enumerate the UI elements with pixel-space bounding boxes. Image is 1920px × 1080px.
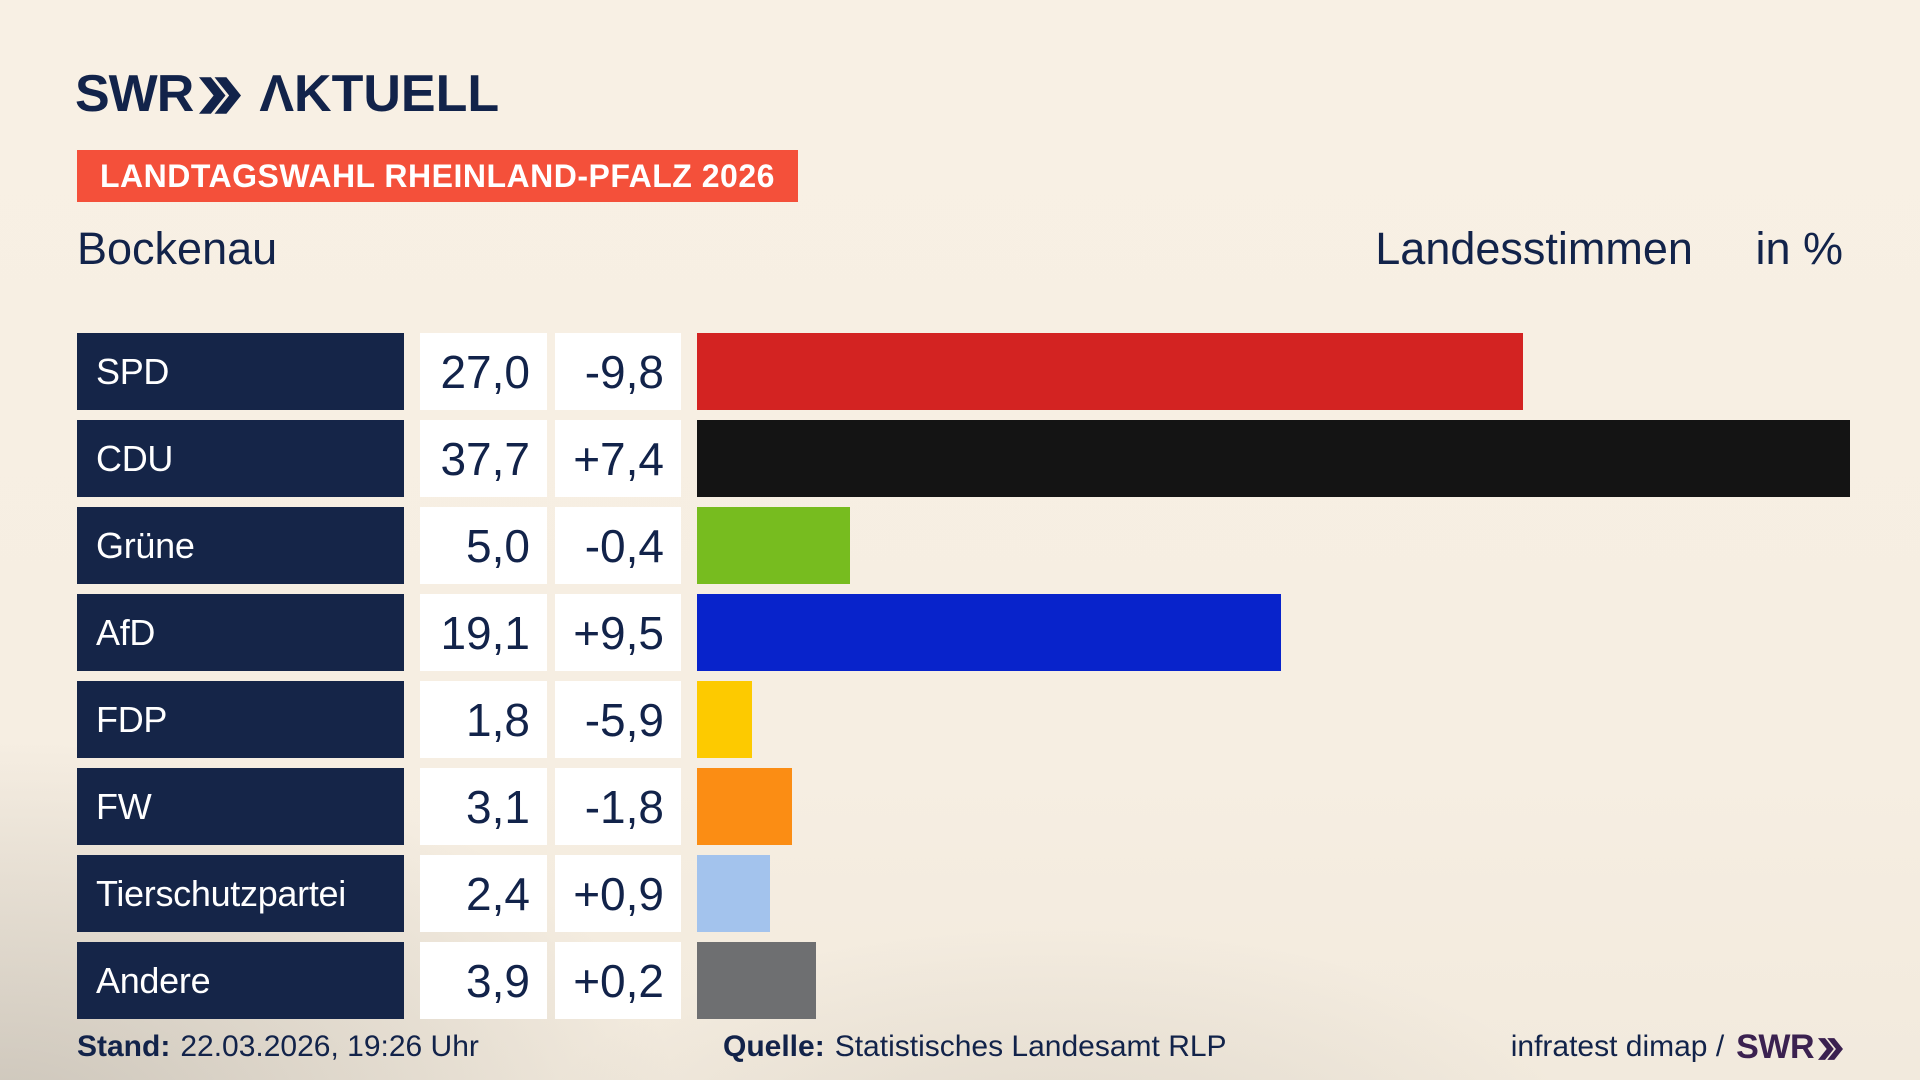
party-label: Andere xyxy=(77,942,404,1019)
party-label: FDP xyxy=(77,681,404,758)
result-bar xyxy=(697,681,753,758)
table-row: SPD 27,0 -9,8 xyxy=(77,333,1920,410)
stand-label: Stand: xyxy=(77,1030,171,1063)
result-bar xyxy=(697,942,817,1019)
party-change: -0,4 xyxy=(555,507,681,584)
result-bar xyxy=(697,333,1523,410)
results-table: SPD 27,0 -9,8 CDU 37,7 +7,4 Grüne 5,0 -0… xyxy=(77,333,1920,1029)
quelle-value: Statistisches Landesamt RLP xyxy=(834,1030,1227,1063)
party-value: 19,1 xyxy=(420,594,547,671)
source-note: Quelle: Statistisches Landesamt RLP xyxy=(723,1028,1227,1066)
table-row: Tierschutzpartei 2,4 +0,9 xyxy=(77,855,1920,932)
party-change: -5,9 xyxy=(555,681,681,758)
party-value: 2,4 xyxy=(420,855,547,932)
party-value: 5,0 xyxy=(420,507,547,584)
party-label: FW xyxy=(77,768,404,845)
stand-timestamp: Stand: 22.03.2026, 19:26 Uhr xyxy=(77,1028,479,1066)
footer: Stand: 22.03.2026, 19:26 Uhr Quelle: Stati… xyxy=(77,1028,1843,1068)
party-change: +0,2 xyxy=(555,942,681,1019)
swr-chevrons-icon xyxy=(199,76,242,114)
title-row: Bockenau Landesstimmen in % xyxy=(77,224,1843,274)
swr-logo-text: SWR xyxy=(75,65,194,123)
table-row: CDU 37,7 +7,4 xyxy=(77,420,1920,497)
party-change: -1,8 xyxy=(555,768,681,845)
bar-track xyxy=(697,768,1920,845)
result-bar xyxy=(697,855,771,932)
bar-track xyxy=(697,333,1920,410)
measure-title: Landesstimmen in % xyxy=(1375,224,1843,274)
result-bar xyxy=(697,594,1281,671)
table-row: FDP 1,8 -5,9 xyxy=(77,681,1920,758)
bar-track xyxy=(697,942,1920,1019)
party-label: AfD xyxy=(77,594,404,671)
quelle-label: Quelle: xyxy=(723,1030,825,1063)
measure-label: Landesstimmen xyxy=(1375,223,1693,274)
table-row: FW 3,1 -1,8 xyxy=(77,768,1920,845)
party-label: Tierschutzpartei xyxy=(77,855,404,932)
unit-label: in % xyxy=(1755,223,1843,274)
swr-aktuell-logo: SWR ΛKTUELL xyxy=(75,68,499,120)
party-value: 1,8 xyxy=(420,681,547,758)
credit-note: infratest dimap / SWR xyxy=(1511,1028,1843,1066)
result-bar xyxy=(697,420,1850,497)
party-change: +0,9 xyxy=(555,855,681,932)
election-badge: LANDTAGSWAHL RHEINLAND-PFALZ 2026 xyxy=(77,150,798,202)
swr-credit-logo: SWR xyxy=(1736,1028,1843,1066)
table-row: Andere 3,9 +0,2 xyxy=(77,942,1920,1019)
credit-logo-text: SWR xyxy=(1736,1028,1814,1066)
party-change: -9,8 xyxy=(555,333,681,410)
aktuell-logo-text: ΛKTUELL xyxy=(259,65,500,123)
credit-text: infratest dimap / xyxy=(1510,1030,1725,1063)
party-label: SPD xyxy=(77,333,404,410)
party-change: +9,5 xyxy=(555,594,681,671)
bar-track xyxy=(697,681,1920,758)
party-value: 3,9 xyxy=(420,942,547,1019)
swr-chevrons-icon xyxy=(1818,1037,1843,1060)
table-row: AfD 19,1 +9,5 xyxy=(77,594,1920,671)
bar-track xyxy=(697,855,1920,932)
municipality-title: Bockenau xyxy=(77,223,278,274)
bar-track xyxy=(697,507,1920,584)
stand-value: 22.03.2026, 19:26 Uhr xyxy=(180,1030,479,1063)
bar-track xyxy=(697,594,1920,671)
party-label: Grüne xyxy=(77,507,404,584)
bar-track xyxy=(697,420,1920,497)
result-bar xyxy=(697,768,792,845)
party-value: 37,7 xyxy=(420,420,547,497)
party-label: CDU xyxy=(77,420,404,497)
party-value: 27,0 xyxy=(420,333,547,410)
result-bar xyxy=(697,507,850,584)
party-value: 3,1 xyxy=(420,768,547,845)
party-change: +7,4 xyxy=(555,420,681,497)
table-row: Grüne 5,0 -0,4 xyxy=(77,507,1920,584)
